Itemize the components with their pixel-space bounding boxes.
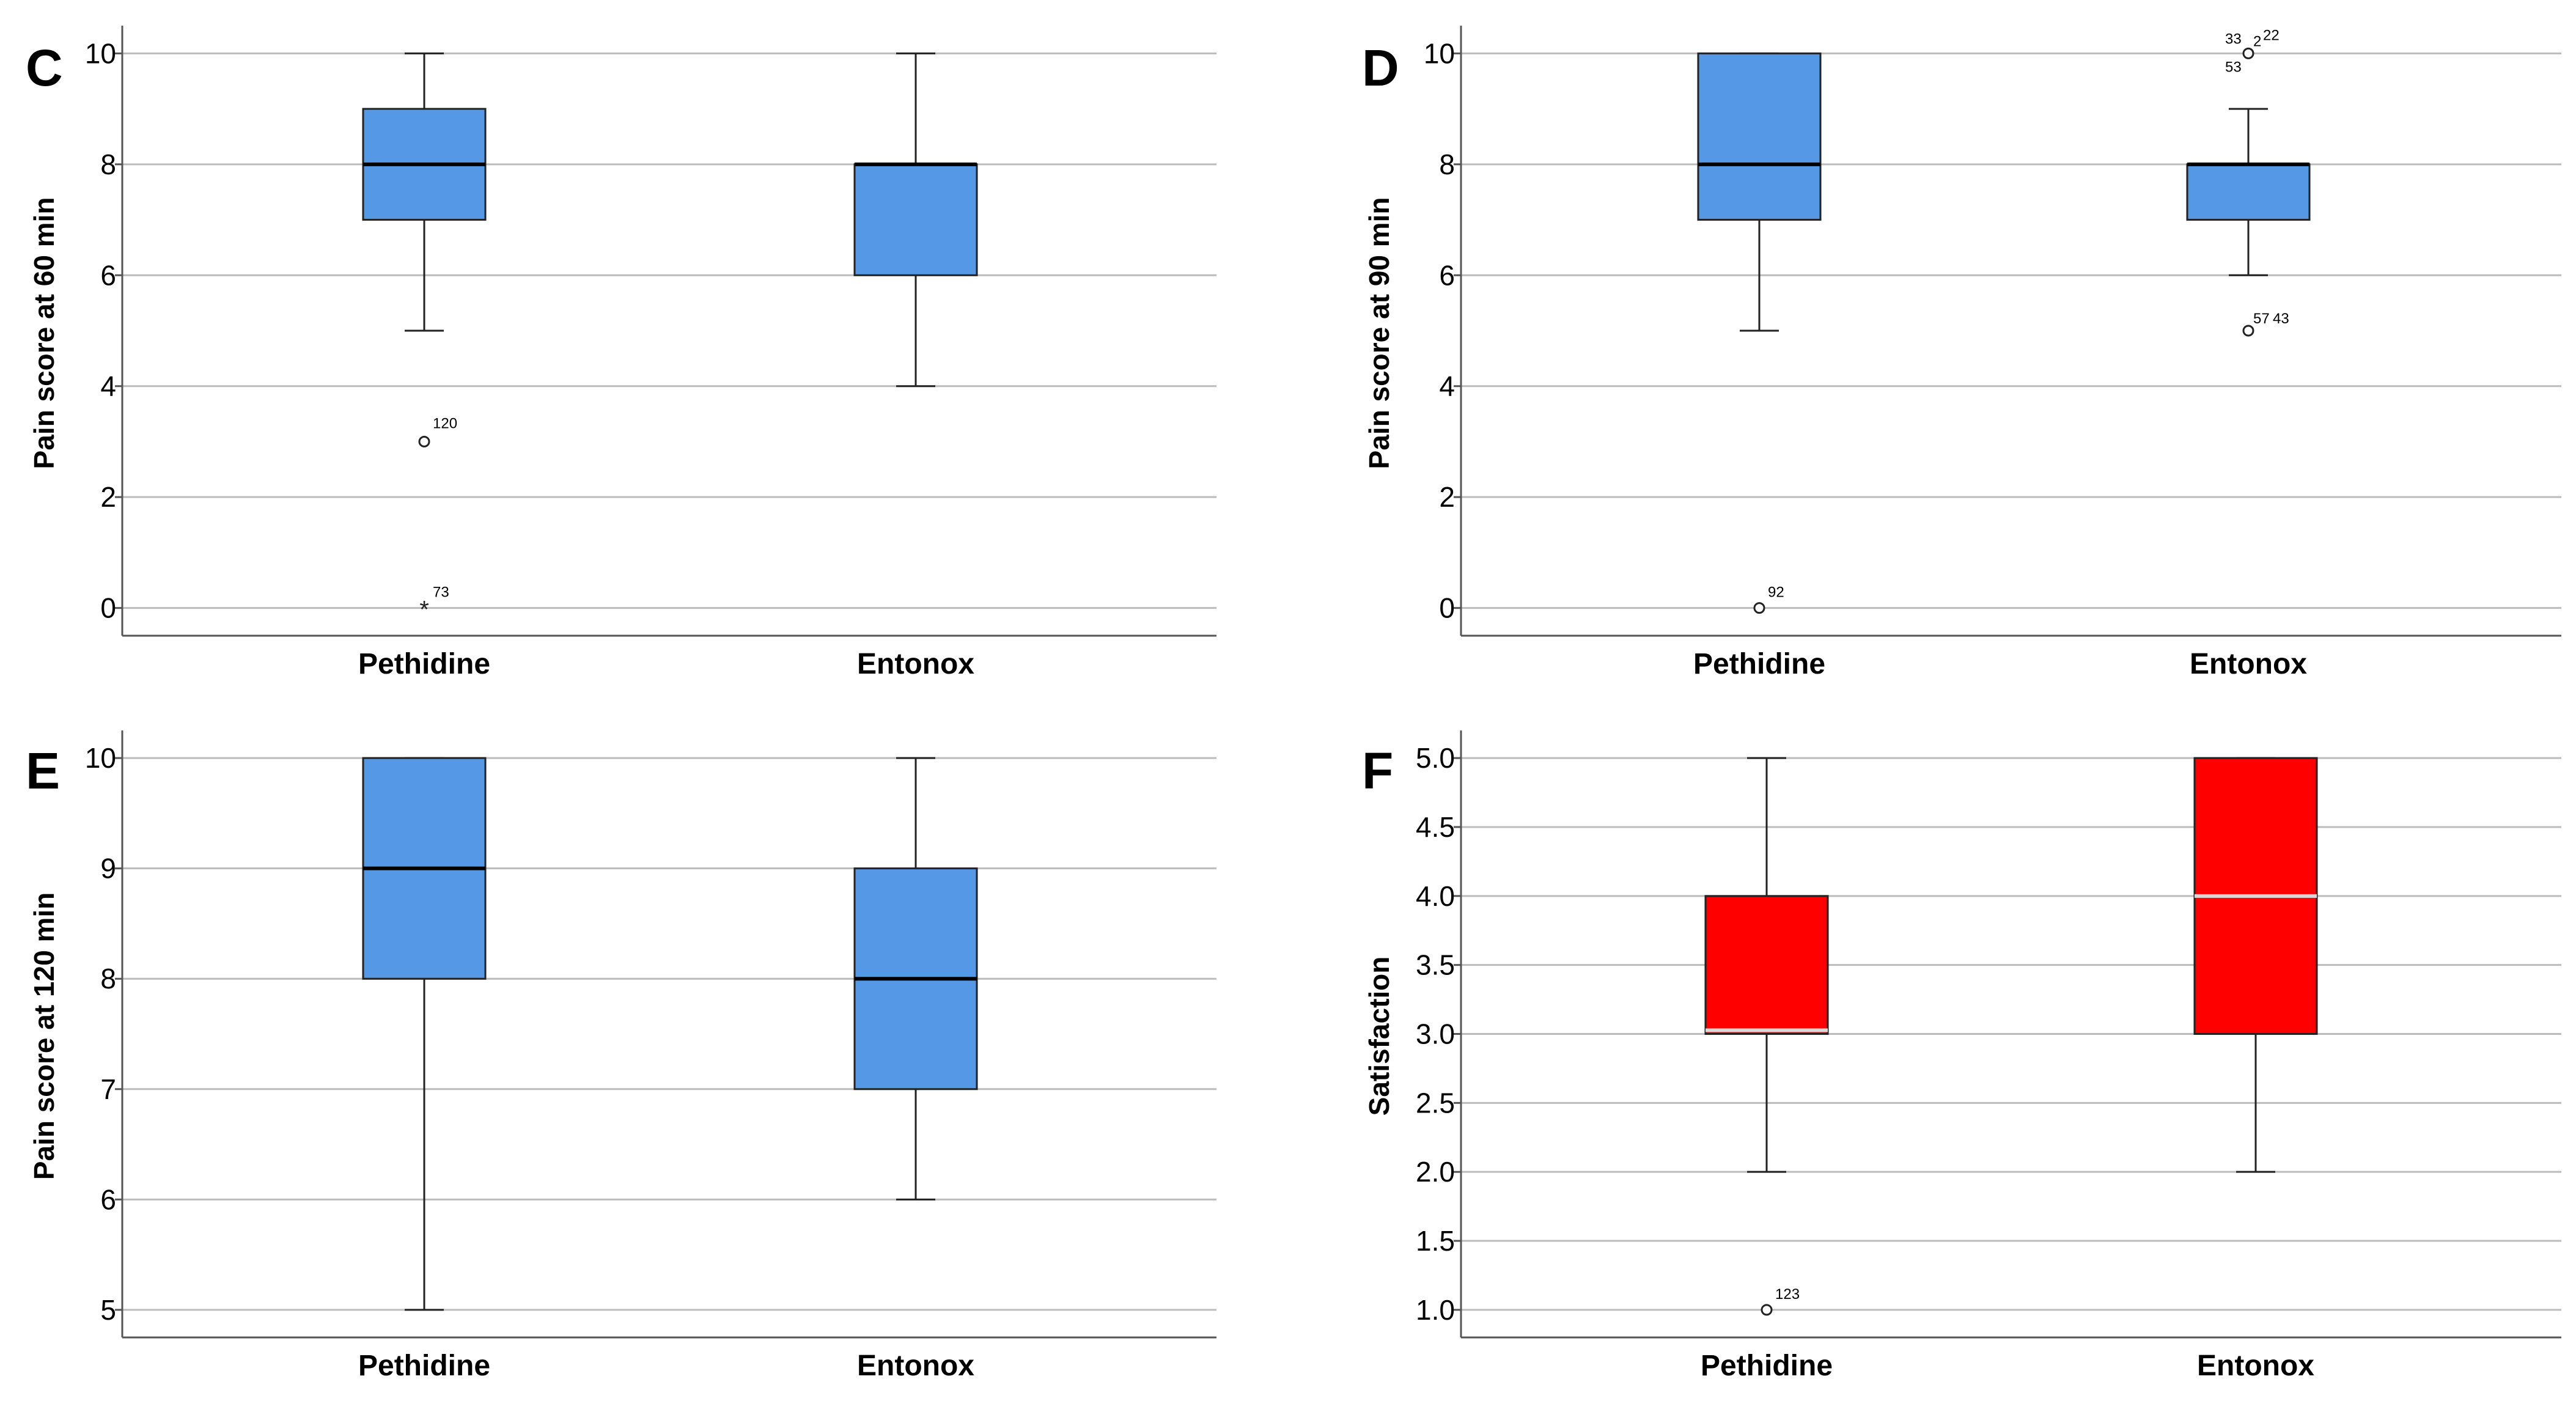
x-category-label: Entonox [857,648,974,680]
y-tick-label: 10 [85,37,116,69]
box-entonox [853,52,978,388]
box-entonox [2193,757,2318,1173]
panel-letter: D [1362,39,1399,97]
y-tick-label: 4.0 [1416,880,1455,912]
y-tick-label: 2.0 [1416,1156,1455,1188]
outlier-label: 120 [433,415,457,432]
outlier-label: 73 [433,584,449,601]
outlier-label: 123 [1775,1286,1800,1303]
y-tick-label: 8 [100,963,116,995]
y-tick-label: 6 [1439,259,1455,291]
y-tick-label: 6 [100,259,116,291]
panel-e: 5 6 7 8 9 10 E Pain score at 120 min Pethidine En… [26,730,1216,1382]
x-category-label: Pethidine [358,648,490,680]
panel-letter: C [26,39,63,97]
y-axis-label: Pain score at 90 min [1363,197,1395,469]
iqr-box [2186,163,2311,221]
y-axis-label: Pain score at 120 min [28,892,60,1180]
y-tick-label: 2 [100,481,116,513]
x-category-label: Pethidine [1701,1350,1833,1382]
outlier-label: 92 [1768,584,1784,601]
y-tick-label: 1.5 [1416,1225,1455,1257]
outlier-label: 2 [2253,33,2261,50]
panel-c: 0 2 4 6 8 10 C Pain score at 60 min 120 *73 Pethid… [26,26,1216,680]
outlier-point [1761,1304,1773,1316]
y-tick-label: 4 [100,370,116,402]
iqr-box [853,163,978,276]
outlier-label: 22 [2263,27,2280,43]
box-entonox: 33 2 22 53 57 43 [2186,27,2311,337]
x-category-label: Pethidine [358,1350,490,1382]
panel-letter: E [26,742,60,800]
iqr-box [1697,52,1822,221]
y-tick-label: 6 [100,1183,116,1215]
y-tick-label: 4 [1439,370,1455,402]
y-tick-label: 3.5 [1416,949,1455,981]
y-tick-label: 2.5 [1416,1087,1455,1119]
iqr-box [1704,895,1829,1035]
panel-letter: F [1362,742,1393,800]
y-tick-label: 3.0 [1416,1018,1455,1050]
x-category-label: Pethidine [1693,648,1825,680]
outlier-point [2242,325,2254,337]
x-category-label: Entonox [2197,1350,2314,1382]
outlier-label: 33 [2225,31,2242,47]
y-axis-label: Pain score at 60 min [28,197,60,469]
box-entonox [853,757,978,1201]
outlier-label: 57 [2253,311,2270,327]
panel-d: 0 2 4 6 8 10 D Pain score at 90 min 92 Pethidine 3… [1362,26,2561,680]
box-pethidine [362,757,487,1311]
box-pethidine: 92 [1697,52,1822,614]
outlier-point [2242,47,2254,59]
y-tick-label: 7 [100,1073,116,1105]
extreme-outlier-marker: * [419,597,429,623]
panel-f: 1.0 1.5 2.0 2.5 3.0 3.5 4.0 4.5 5.0 F Satisfaction… [1362,730,2561,1382]
y-tick-label: 9 [100,853,116,884]
x-category-label: Entonox [857,1350,974,1382]
outlier-label: 53 [2225,59,2242,75]
y-tick-label: 5 [100,1294,116,1326]
outlier-point [1753,602,1765,614]
box-pethidine: 123 [1704,757,1829,1316]
y-tick-label: 4.5 [1416,811,1455,843]
outlier-point [418,435,430,447]
y-axis-label: Satisfaction [1363,957,1395,1116]
y-tick-label: 2 [1439,481,1455,513]
box-pethidine: 120 *73 [362,52,487,623]
y-tick-label: 0 [100,592,116,624]
y-tick-label: 0 [1439,592,1455,624]
y-tick-label: 10 [1424,37,1455,69]
y-tick-label: 8 [100,149,116,180]
y-tick-label: 10 [85,742,116,774]
y-tick-label: 1.0 [1416,1294,1455,1326]
y-tick-label: 5.0 [1416,742,1455,774]
y-tick-label: 8 [1439,149,1455,180]
outlier-label: 43 [2273,311,2289,327]
x-category-label: Entonox [2190,648,2307,680]
